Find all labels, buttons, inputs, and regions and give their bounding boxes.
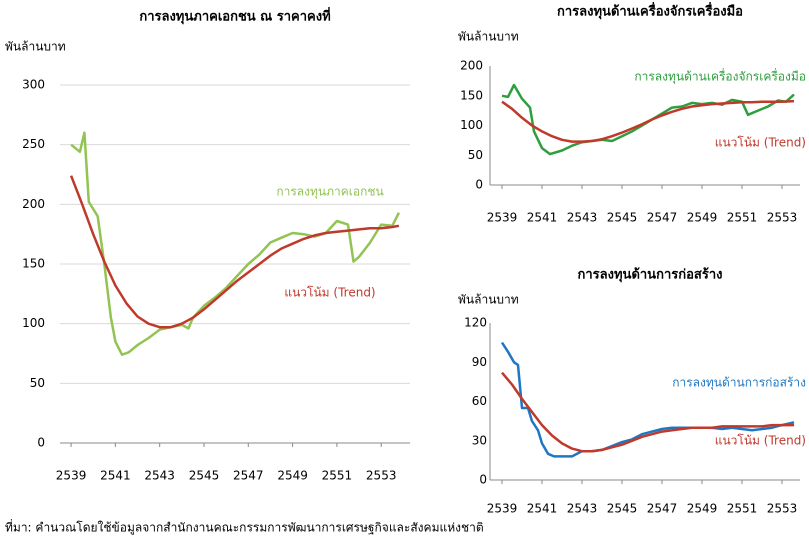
series-line (70, 131, 401, 356)
series-label: การลงทุนด้านการก่อสร้าง (672, 376, 806, 391)
x-tick-label: 2541 (100, 469, 131, 483)
x-tick-label: 2549 (277, 469, 308, 483)
y-tick-label: 90 (472, 355, 487, 369)
x-tick-label: 2551 (727, 502, 758, 516)
x-tick-label: 2545 (189, 469, 220, 483)
x-tick-label: 2547 (647, 211, 678, 225)
series-label: แนวโน้ม (Trend) (284, 286, 375, 300)
x-tick-label: 2551 (727, 211, 758, 225)
y-axis-label: พันล้านบาท (458, 30, 519, 44)
x-tick-label: 2539 (487, 211, 518, 225)
series-line (501, 99, 795, 143)
x-tick-label: 2543 (567, 502, 598, 516)
y-tick-label: 150 (460, 88, 483, 102)
series-label: แนวโน้ม (Trend) (715, 136, 806, 150)
y-tick-label: 0 (475, 178, 483, 192)
x-tick-label: 2553 (767, 502, 798, 516)
y-tick-label: 150 (22, 257, 45, 271)
x-tick-label: 2553 (767, 211, 798, 225)
x-tick-label: 2547 (647, 502, 678, 516)
chart-title: การลงทุนด้านเครื่องจักรเครื่องมือ (557, 2, 743, 20)
y-tick-label: 120 (464, 316, 487, 330)
series-line (69, 175, 400, 329)
series-label: การลงทุนด้านเครื่องจักรเครื่องมือ (634, 68, 806, 85)
x-tick-label: 2545 (607, 502, 638, 516)
x-tick-label: 2543 (567, 211, 598, 225)
y-tick-label: 250 (22, 137, 45, 151)
y-tick-label: 200 (22, 197, 45, 211)
y-axis-label: พันล้านบาท (458, 293, 519, 307)
y-tick-label: 30 (472, 433, 487, 447)
y-tick-label: 100 (22, 316, 45, 330)
source-note: ที่มา: คำนวณโดยใช้ข้อมูลจากสำนักงานคณะกร… (5, 519, 484, 536)
y-tick-label: 0 (479, 473, 487, 487)
x-tick-label: 2545 (607, 211, 638, 225)
series-line (500, 341, 795, 458)
x-tick-label: 2541 (527, 211, 558, 225)
x-tick-label: 2541 (527, 502, 558, 516)
x-tick-label: 2549 (687, 211, 718, 225)
chart-title: การลงทุนด้านการก่อสร้าง (578, 267, 723, 283)
x-tick-label: 2549 (687, 502, 718, 516)
chart-title: การลงทุนภาคเอกชน ณ ราคาคงที่ (139, 7, 330, 25)
series-line (501, 371, 794, 453)
y-tick-label: 0 (37, 436, 45, 450)
y-tick-label: 300 (22, 78, 45, 92)
y-tick-label: 100 (460, 118, 483, 132)
series-label: การลงทุนภาคเอกชน (276, 185, 383, 200)
y-tick-label: 50 (30, 376, 45, 390)
x-tick-label: 2539 (487, 502, 518, 516)
y-axis-label: พันล้านบาท (5, 40, 66, 54)
y-tick-label: 200 (460, 59, 483, 73)
x-tick-label: 2547 (233, 469, 264, 483)
x-tick-label: 2539 (56, 469, 87, 483)
y-tick-label: 60 (472, 394, 487, 408)
x-tick-label: 2553 (366, 469, 397, 483)
x-tick-label: 2551 (322, 469, 353, 483)
series-label: แนวโน้ม (Trend) (715, 434, 806, 448)
y-tick-label: 50 (468, 148, 483, 162)
x-tick-label: 2543 (144, 469, 175, 483)
